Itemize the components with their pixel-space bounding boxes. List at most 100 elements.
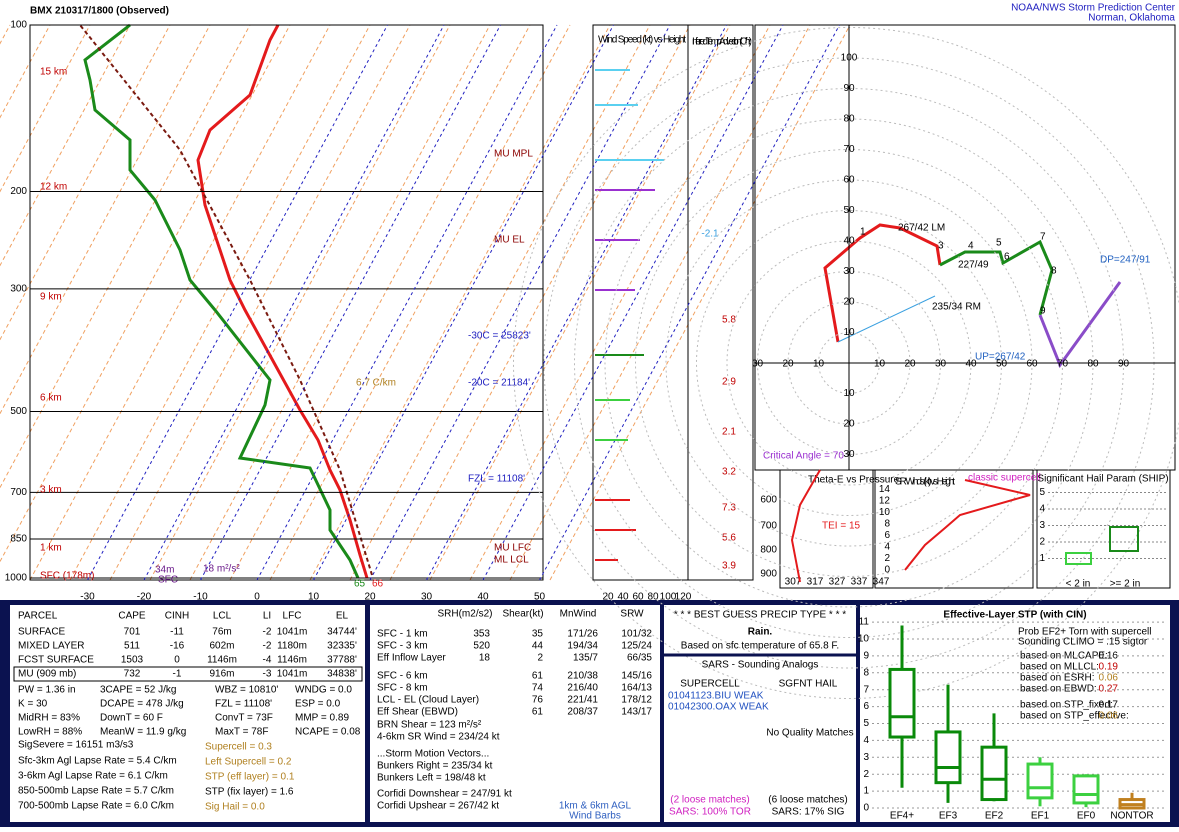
stp-basis: based on MLLCL:	[1020, 662, 1099, 673]
label: Norman, Oklahoma	[1088, 13, 1175, 24]
index: FZL = 11108'	[215, 699, 272, 710]
stp-title: Effective-Layer STP (with CIN)	[943, 610, 1086, 621]
tick-label: 11	[859, 617, 870, 628]
tick-label: 10	[879, 507, 891, 518]
table-header: EL	[336, 611, 349, 622]
tick-label: 6	[863, 701, 869, 712]
temp-tick-label: 0	[254, 592, 260, 603]
tick-label: 60	[632, 592, 644, 603]
tick-label: 2	[884, 553, 890, 564]
title: BMX 210317/1800 (Observed)	[30, 6, 169, 17]
tick-label: 3	[863, 752, 869, 763]
hodo-y-label: 10	[843, 327, 855, 338]
hodo-annotation: DP=247/91	[1100, 255, 1151, 266]
panel-title: Significant Hail Param (SHIP)	[1037, 474, 1168, 485]
tick-label: 14	[879, 484, 891, 495]
table-cell: 18	[479, 653, 491, 664]
tick-label: 327	[829, 577, 846, 588]
tick-label: 40	[617, 592, 629, 603]
tick-label: 900	[760, 569, 777, 580]
kinematic-line: BRN Shear = 123 m²/s²	[377, 720, 482, 731]
hodo-y-label: 20	[843, 419, 855, 430]
precip-title: * * * BEST GUESS PRECIP TYPE * * *	[674, 610, 846, 621]
tick-label: 120	[675, 592, 692, 603]
table-cell: 210/38	[567, 671, 598, 682]
hodo-x-label: 30	[935, 359, 947, 370]
table-cell: -2	[263, 641, 272, 652]
x-tick-label: EF4+	[890, 811, 914, 822]
stp-basis: based on ESRH:	[1020, 673, 1095, 684]
table-cell: 125/24	[621, 641, 652, 652]
annotation: FZL = 11108'	[468, 474, 525, 485]
table-cell: -2	[263, 627, 272, 638]
annotation: 6.7 C/km	[356, 378, 396, 389]
table-cell: 76	[532, 695, 544, 706]
tick-label: 5	[863, 718, 869, 729]
lapse-rate: 850-500mb Lapse Rate = 5.7 C/km	[18, 786, 174, 797]
index: DownT = 60 F	[100, 713, 163, 724]
stp-prob-value: 0.06	[1099, 711, 1119, 722]
tick-label: 700	[760, 521, 777, 532]
table-header: MnWind	[560, 609, 597, 620]
table-cell: 0	[174, 655, 180, 666]
table-cell: 1180m	[277, 641, 307, 652]
param: STP (eff layer) = 0.1	[205, 772, 295, 783]
legend: >= 2 in	[1110, 579, 1141, 590]
hodo-point-label: 7	[1040, 232, 1046, 243]
table-cell: SFC - 3 km	[377, 641, 428, 652]
table-cell: 34838'	[327, 669, 357, 680]
table-cell: 916m	[209, 669, 234, 680]
box	[936, 732, 960, 783]
table-cell: 164/13	[621, 683, 652, 694]
table-header: CAPE	[118, 611, 146, 622]
barb-note: Wind Barbs	[569, 811, 621, 822]
index: ConvT = 73F	[215, 713, 273, 724]
index: NCAPE = 0.08	[295, 727, 361, 738]
tick-label: 800	[760, 545, 777, 556]
table-cell: 701	[124, 627, 141, 638]
table-cell: 732	[124, 669, 141, 680]
tick-label: 8	[884, 519, 890, 530]
tick-label: 317	[807, 577, 824, 588]
index: DCAPE = 478 J/kg	[100, 699, 184, 710]
index: SigSevere = 16151 m3/s3	[18, 740, 134, 751]
param: Left Supercell = 0.2	[205, 757, 292, 768]
hodo-point-label: 9	[1040, 306, 1046, 317]
hodo-annotation: UP=267/42	[975, 352, 1026, 363]
hodo-point-label: 8	[1051, 266, 1057, 277]
x-tick-label: EF0	[1077, 811, 1096, 822]
index: 3CAPE = 52 J/kg	[100, 685, 176, 696]
tick-label: 10	[858, 634, 870, 645]
tick-label: 2	[863, 769, 869, 780]
hodo-y-label: 60	[843, 175, 855, 186]
lapse-rate: 700-500mb Lapse Rate = 6.0 C/km	[18, 801, 174, 812]
table-cell: 32335'	[327, 641, 357, 652]
hodo-y-label: 40	[843, 236, 855, 247]
sars-loose: (6 loose matches)	[768, 795, 847, 806]
height-label: 12 km	[40, 182, 67, 193]
pressure-tick-label: 1000	[5, 573, 28, 584]
hodo-point-label: 4	[968, 241, 974, 252]
height-label: SFC (178m)	[40, 571, 94, 582]
table-header: SRW	[620, 609, 644, 620]
hodo-annotation: Critical Angle = 70	[763, 451, 844, 462]
stp-prob: Sounding CLIMO = .15 sigtor	[1018, 637, 1148, 648]
box	[890, 669, 914, 737]
stp-basis: based on EBWD:	[1020, 684, 1097, 695]
table-cell: 171/26	[567, 629, 598, 640]
table-cell: 602m	[209, 641, 234, 652]
x-tick-label: EF3	[939, 811, 958, 822]
param: Supercell = 0.3	[205, 742, 272, 753]
hodo-y-label: 10	[843, 388, 855, 399]
param: Sig Hail = 0.0	[205, 802, 265, 813]
lapse-rate: 3-6km Agl Lapse Rate = 6.1 C/km	[18, 771, 168, 782]
table-cell: 61	[532, 671, 544, 682]
annotation: 66	[372, 579, 384, 590]
table-cell: 511	[124, 641, 140, 652]
tick-label: 347	[873, 577, 890, 588]
table-cell: 61	[532, 707, 544, 718]
table-header: CINH	[165, 611, 189, 622]
hodo-y-label: 30	[843, 266, 855, 277]
hodo-x-label: 20	[904, 359, 916, 370]
hodo-y-label: 20	[843, 297, 855, 308]
